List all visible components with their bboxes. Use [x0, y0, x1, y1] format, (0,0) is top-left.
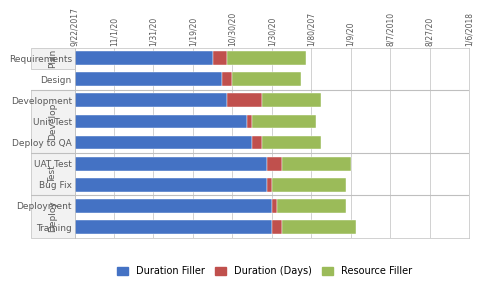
Bar: [252, 115, 315, 128]
Legend: Duration Filler, Duration (Days), Resource Filler: Duration Filler, Duration (Days), Resour…: [113, 262, 415, 280]
Bar: [74, 51, 212, 65]
Bar: [261, 136, 321, 149]
Bar: [74, 94, 227, 107]
Bar: [74, 136, 252, 149]
Bar: [266, 157, 281, 170]
Text: Deploy: Deploy: [48, 201, 57, 232]
Bar: [227, 94, 261, 107]
Bar: [74, 157, 266, 170]
Bar: [31, 90, 74, 153]
Bar: [247, 115, 252, 128]
Bar: [232, 72, 300, 86]
Bar: [252, 136, 261, 149]
Bar: [261, 94, 321, 107]
Bar: [227, 51, 306, 65]
Bar: [281, 220, 355, 234]
Bar: [74, 115, 247, 128]
Bar: [31, 195, 74, 238]
Bar: [31, 48, 74, 69]
Text: Develop: Develop: [48, 103, 57, 140]
Bar: [222, 72, 232, 86]
Bar: [271, 199, 276, 213]
Bar: [31, 153, 74, 195]
Bar: [271, 220, 281, 234]
Bar: [276, 199, 345, 213]
Bar: [281, 157, 350, 170]
Bar: [271, 178, 345, 192]
Text: Plan: Plan: [48, 48, 57, 68]
Bar: [212, 51, 227, 65]
Bar: [74, 199, 271, 213]
Bar: [74, 72, 222, 86]
Text: Test: Test: [48, 165, 57, 183]
Bar: [74, 178, 266, 192]
Bar: [74, 220, 271, 234]
Bar: [266, 178, 271, 192]
